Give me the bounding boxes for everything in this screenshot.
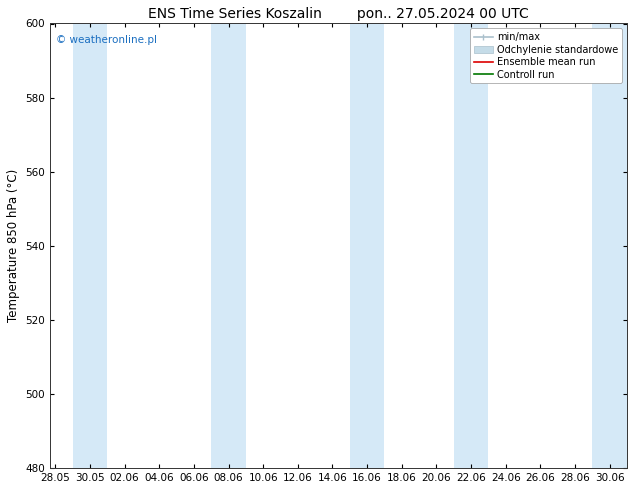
Bar [454, 24, 488, 468]
Text: © weatheronline.pl: © weatheronline.pl [56, 35, 157, 45]
Bar [211, 24, 246, 468]
Bar [592, 24, 627, 468]
Legend: min/max, Odchylenie standardowe, Ensemble mean run, Controll run: min/max, Odchylenie standardowe, Ensembl… [470, 28, 622, 83]
Bar [73, 24, 107, 468]
Y-axis label: Temperature 850 hPa (°C): Temperature 850 hPa (°C) [7, 169, 20, 322]
Bar [350, 24, 384, 468]
Title: ENS Time Series Koszalin        pon.. 27.05.2024 00 UTC: ENS Time Series Koszalin pon.. 27.05.202… [148, 7, 529, 21]
